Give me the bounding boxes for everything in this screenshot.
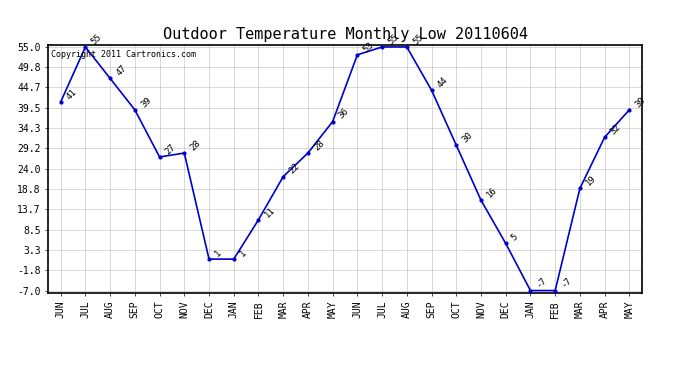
Text: 39: 39 [633, 95, 647, 109]
Text: 28: 28 [312, 138, 326, 152]
Text: -7: -7 [560, 276, 573, 290]
Text: 55: 55 [90, 32, 104, 46]
Text: 1: 1 [213, 248, 224, 258]
Text: Copyright 2011 Cartronics.com: Copyright 2011 Cartronics.com [51, 50, 196, 59]
Text: 47: 47 [115, 64, 128, 78]
Text: 28: 28 [188, 138, 202, 152]
Text: 36: 36 [337, 107, 351, 121]
Text: 27: 27 [164, 142, 178, 156]
Text: 5: 5 [510, 232, 520, 243]
Text: 32: 32 [609, 123, 623, 136]
Text: 19: 19 [584, 174, 598, 188]
Text: 55: 55 [386, 32, 400, 46]
Text: 16: 16 [485, 185, 499, 200]
Text: 55: 55 [411, 32, 425, 46]
Text: 39: 39 [139, 95, 153, 109]
Text: 30: 30 [460, 130, 475, 144]
Text: 44: 44 [435, 75, 450, 89]
Text: 22: 22 [287, 162, 302, 176]
Text: 11: 11 [263, 205, 277, 219]
Title: Outdoor Temperature Monthly Low 20110604: Outdoor Temperature Monthly Low 20110604 [163, 27, 527, 42]
Text: 41: 41 [65, 87, 79, 101]
Text: -7: -7 [535, 276, 549, 290]
Text: 1: 1 [238, 248, 248, 258]
Text: 53: 53 [362, 40, 375, 54]
